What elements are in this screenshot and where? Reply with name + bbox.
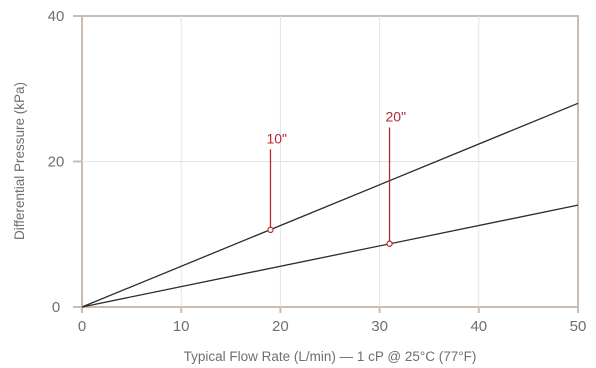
x-tick-label: 10 [173,318,190,335]
x-axis: 0 10 20 30 40 50 [78,307,587,335]
annotation-marker [267,226,274,234]
series-line-1 [81,102,579,308]
grid [82,16,578,307]
y-axis: 0 20 40 [48,8,82,316]
x-axis-title: Typical Flow Rate (L/min) — 1 cP @ 25°C … [184,349,477,364]
series-line-2 [81,204,579,308]
x-tick-label: 50 [570,318,587,335]
x-tick-label: 30 [371,318,388,335]
y-tick-label: 0 [52,299,60,316]
y-axis-title: Differential Pressure (kPa) [12,82,27,240]
annotation-label: 10" [266,130,287,146]
y-tick-label: 20 [48,154,65,171]
annotation-marker [386,240,393,247]
y-tick-label: 40 [48,8,65,25]
annotations: 10" 20" [266,108,407,247]
annotation-label: 20" [386,108,407,124]
x-tick-label: 0 [78,318,86,335]
series-group [81,102,579,308]
x-tick-label: 20 [272,318,289,335]
x-tick-label: 40 [470,318,487,335]
